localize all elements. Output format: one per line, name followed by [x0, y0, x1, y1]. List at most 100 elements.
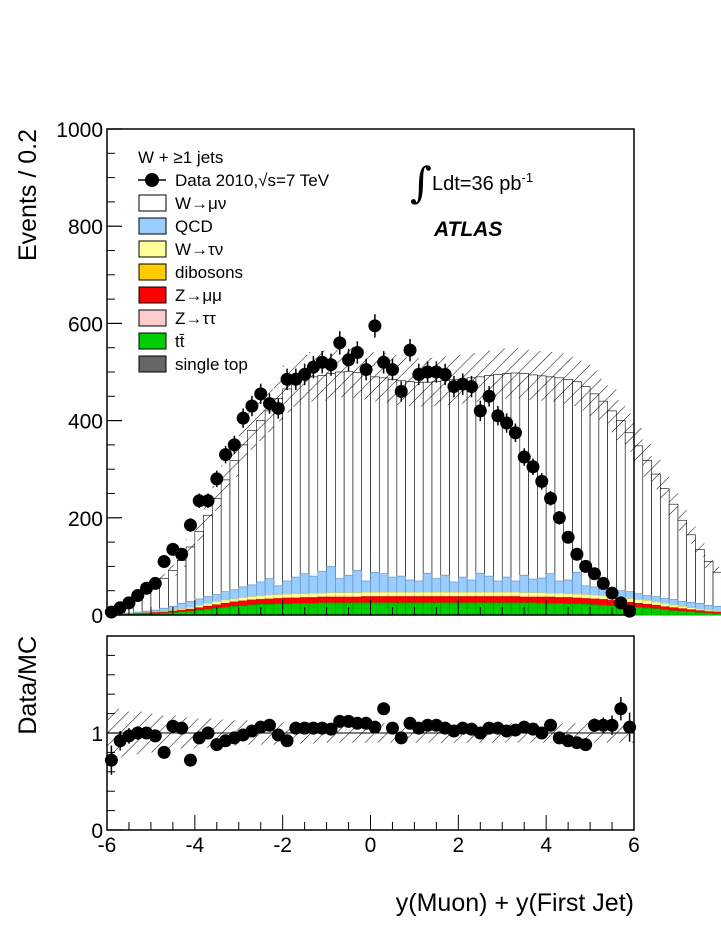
ttbar-histogram-bin — [537, 603, 546, 615]
ttbar-histogram-bin — [414, 603, 423, 615]
x-tick-label: -2 — [273, 834, 292, 857]
ttbar-histogram-bin — [573, 604, 582, 615]
luminosity-label: ∫ Ldt=36 pb-1 — [410, 158, 533, 207]
ttbar-histogram-bin — [485, 603, 494, 615]
x-tick-label: -6 — [98, 834, 117, 857]
ratio-point — [386, 722, 399, 735]
legend-entry-wtaunu: W→τν — [139, 240, 223, 259]
ttbar-histogram-bin — [397, 603, 406, 615]
wmunu-histogram-bin — [616, 421, 625, 615]
ttbar-histogram-bin — [406, 603, 415, 615]
legend-label: Z→μμ — [175, 286, 222, 305]
ttbar-histogram-bin — [230, 606, 239, 615]
legend-swatch — [139, 241, 166, 257]
band-bin — [608, 389, 617, 432]
wmunu-histogram-bin — [450, 380, 459, 615]
ttbar-histogram-bin — [687, 612, 696, 615]
legend-label: QCD — [175, 217, 213, 236]
ratio-point — [377, 702, 390, 715]
x-tick-label: 6 — [628, 834, 640, 857]
wmunu-histogram-bin — [669, 504, 678, 615]
wmunu-histogram-bin — [625, 433, 634, 615]
x-tick-label: -4 — [185, 834, 204, 857]
x-tick-label: 2 — [452, 834, 464, 857]
legend-swatch — [139, 195, 166, 211]
legend-entry-dibosons: dibosons — [139, 263, 243, 282]
ttbar-histogram-bin — [450, 603, 459, 615]
data-point — [237, 412, 250, 425]
band-bin — [573, 357, 582, 406]
ttbar-histogram-bin — [511, 603, 520, 615]
x-tick-label: 0 — [365, 834, 377, 857]
data-point — [465, 380, 478, 393]
data-point — [245, 400, 258, 413]
ttbar-histogram-bin — [221, 607, 230, 615]
ttbar-histogram-bin — [265, 604, 274, 615]
ttbar-histogram-bin — [493, 603, 502, 615]
legend-label: tt̄ — [175, 332, 185, 351]
ttbar-histogram-bin — [502, 603, 511, 615]
data-point — [272, 402, 285, 415]
svg-text:Ldt=36 pb-1: Ldt=36 pb-1 — [432, 170, 533, 195]
data-point — [404, 344, 417, 357]
legend-label: W→μν — [175, 194, 226, 213]
selection-label: W + ≥1 jets — [138, 148, 223, 167]
band-bin — [713, 567, 721, 577]
ttbar-histogram-bin — [371, 603, 380, 615]
legend-entry-wmunu: W→μν — [139, 194, 226, 213]
ttbar-histogram-bin — [704, 613, 713, 615]
ttbar-histogram-bin — [546, 603, 555, 615]
band-bin — [520, 348, 529, 398]
data-point — [544, 492, 557, 505]
ttbar-histogram-bin — [204, 609, 213, 615]
main-y-axis-label: Events / 0.2 — [14, 129, 42, 261]
ratio-point — [149, 729, 162, 742]
wmunu-histogram-bin — [678, 520, 687, 615]
main-y-tick-label: 800 — [68, 216, 103, 239]
band-bin — [669, 492, 678, 516]
ttbar-histogram-bin — [555, 603, 564, 615]
band-bin — [168, 565, 177, 576]
band-bin — [678, 510, 687, 531]
band-bin — [537, 351, 546, 401]
wmunu-histogram-bin — [564, 379, 573, 615]
lumi-exponent: -1 — [522, 170, 534, 185]
integral-icon: ∫ — [410, 158, 432, 207]
data-point — [333, 336, 346, 349]
ttbar-histogram-bin — [713, 614, 721, 615]
band-bin — [625, 414, 634, 452]
band-bin — [660, 475, 669, 502]
main-y-tick-label: 0 — [91, 605, 103, 628]
ratio-point — [579, 738, 592, 751]
data-point — [368, 319, 381, 332]
ttbar-histogram-bin — [318, 603, 327, 615]
band-bin — [529, 350, 538, 400]
ratio-point — [158, 746, 171, 759]
ratio-point — [175, 722, 188, 735]
ratio-point — [544, 719, 557, 732]
legend-label: Z→ττ — [175, 309, 216, 328]
main-y-tick-label: 600 — [68, 313, 103, 336]
wmunu-histogram-bin — [652, 474, 661, 615]
data-point — [254, 387, 267, 400]
ttbar-histogram-bin — [309, 603, 318, 615]
ttbar-histogram-bin — [678, 611, 687, 615]
ratio-point — [606, 719, 619, 732]
wmunu-histogram-bin — [362, 374, 371, 615]
ttbar-histogram-bin — [291, 603, 300, 615]
legend-entry-qcd: QCD — [139, 217, 213, 236]
ttbar-histogram-bin — [441, 603, 450, 615]
ttbar-histogram-bin — [283, 604, 292, 615]
data-point — [184, 519, 197, 532]
wmunu-histogram-bin — [581, 387, 590, 615]
band-bin — [493, 349, 502, 399]
legend-label: single top — [175, 355, 248, 374]
data-point — [509, 426, 522, 439]
data-point — [351, 346, 364, 359]
ratio-point — [202, 727, 215, 740]
legend-entry-zmumu: Z→μμ — [139, 286, 222, 305]
data-point — [500, 417, 513, 430]
legend-label: dibosons — [175, 263, 243, 282]
